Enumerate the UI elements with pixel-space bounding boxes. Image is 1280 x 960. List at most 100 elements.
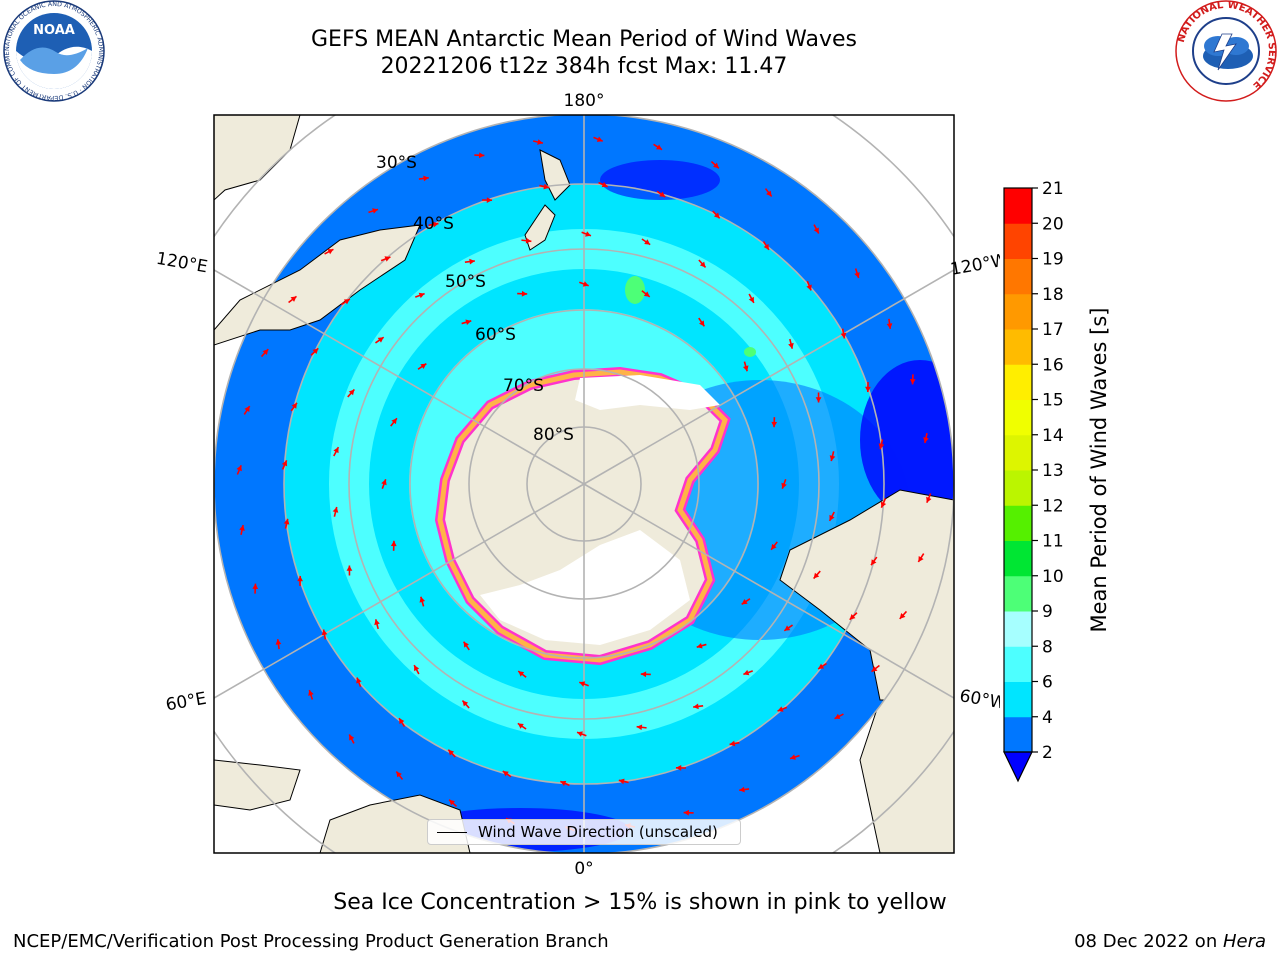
wind-wave-arrow-head <box>291 402 297 409</box>
colorbar-tick-label: 16 <box>1042 355 1064 375</box>
wind-wave-arrow-head <box>449 799 455 806</box>
wind-wave-arrow-head <box>396 771 402 778</box>
wind-wave-arrow-head <box>748 296 754 303</box>
wind-wave-arrow-head <box>577 731 583 737</box>
lat-label-70s: 70°S <box>503 376 544 396</box>
wind-wave-arrow-head <box>789 754 796 760</box>
legend-label: Wind Wave Direction (unscaled) <box>478 823 718 841</box>
wind-wave-arrow-head <box>349 734 355 741</box>
wind-wave-arrow-head <box>713 162 719 169</box>
wind-wave-arrow-head <box>423 175 429 182</box>
wind-wave-arrow-head <box>596 136 603 142</box>
colorbar-tick-label: 4 <box>1042 708 1053 728</box>
wind-wave-arrow-head <box>699 320 705 327</box>
wind-wave-arrow-head <box>262 349 269 355</box>
map-legend: Wind Wave Direction (unscaled) <box>427 819 741 845</box>
colorbar-tick-label: 13 <box>1042 461 1064 481</box>
wind-wave-arrow-head <box>333 447 339 454</box>
colorbar-tick-label: 15 <box>1042 391 1064 411</box>
wind-wave-arrow-head <box>659 191 666 197</box>
wind-wave-arrow-head <box>871 666 878 672</box>
colorbar-tick-label: 21 <box>1042 179 1064 199</box>
lat-label-30s: 30°S <box>376 153 417 173</box>
wind-wave-arrow-head <box>880 501 887 508</box>
colorbar-under-triangle <box>1003 751 1033 783</box>
wind-wave-arrow-head <box>640 671 647 678</box>
wind-wave-arrow-head <box>356 677 362 684</box>
wind-wave-arrow-head <box>699 261 706 268</box>
polar-map: 30°S 40°S 50°S 60°S 70°S 80°S 180° 0° 12… <box>155 91 1000 879</box>
wind-wave-arrow-head <box>414 665 420 672</box>
wind-wave-arrow-head <box>675 765 682 771</box>
lat-label-80s: 80°S <box>533 425 574 445</box>
wind-wave-arrow-head <box>741 599 748 605</box>
colorbar-tick-label: 14 <box>1042 426 1064 446</box>
wind-wave-arrow-head <box>918 555 924 562</box>
colorbar-tick-label: 2 <box>1042 743 1053 763</box>
wind-wave-arrow-head <box>713 212 720 219</box>
wind-wave-arrow-head <box>465 319 472 326</box>
wind-wave-arrow-head <box>582 281 589 287</box>
colorbar-bin <box>1004 716 1032 753</box>
wind-wave-arrow-head <box>275 639 282 645</box>
colorbar-tick-label: 12 <box>1042 496 1064 516</box>
noaa-logo-text: NOAA <box>33 23 75 38</box>
wind-wave-arrow-head <box>815 397 822 403</box>
wind-wave-arrow-head <box>543 183 550 190</box>
wind-wave-arrow-head <box>463 641 469 648</box>
wind-wave-arrow-head <box>585 231 591 237</box>
lat-label-40s: 40°S <box>413 214 454 234</box>
wind-wave-arrow-head <box>244 406 250 413</box>
wind-wave-arrow-head <box>834 713 841 719</box>
wind-wave-arrow-head <box>297 575 303 582</box>
wind-wave-arrow-head <box>252 583 259 590</box>
wind-wave-arrow-head <box>525 237 532 244</box>
wind-wave-arrow-head <box>784 625 791 631</box>
wind-wave-arrow-head <box>813 227 819 234</box>
wind-wave-arrow-head <box>236 465 242 472</box>
colorbar-tick-label: 6 <box>1042 673 1053 693</box>
wind-wave-arrow-head <box>283 518 290 525</box>
colorbar-label: Mean Period of Wind Waves [s] <box>1087 308 1111 633</box>
wind-wave-arrow-head <box>643 291 650 297</box>
wind-wave-arrow-head <box>829 455 836 462</box>
map-frame <box>213 114 955 854</box>
wind-wave-arrow-head <box>729 740 736 747</box>
wind-wave-arrow-head <box>312 348 319 355</box>
wind-wave-arrow-head <box>432 221 439 228</box>
wind-wave-arrow-head <box>871 559 877 566</box>
wind-wave-arrow-head <box>391 418 397 425</box>
colorbar-bin <box>1004 434 1032 471</box>
colorbar-tick-label: 9 <box>1042 602 1053 622</box>
colorbar-bin <box>1004 188 1032 224</box>
sea-ice-ross <box>575 375 720 410</box>
colorbar-bin <box>1004 223 1032 259</box>
colorbar-ticks: 2 4 6 8 9 10 11 12 13 14 15 16 17 18 19 20 21 <box>1032 179 1064 763</box>
wind-wave-arrow-head <box>343 299 350 305</box>
wind-wave-arrow-head <box>486 197 493 203</box>
lon-label-upper-left: 120°E <box>155 249 209 278</box>
wind-wave-arrow-head <box>518 671 525 677</box>
wind-wave-arrow-head <box>420 363 427 369</box>
wind-wave-arrow-head <box>683 809 690 816</box>
wind-wave-arrow-head <box>537 139 543 145</box>
wind-wave-arrow-head <box>739 786 745 793</box>
wind-wave-arrow-head <box>909 378 916 385</box>
wind-wave-arrow-head <box>923 437 929 443</box>
wind-wave-arrow-head <box>818 663 825 669</box>
colorbar-bin <box>1004 575 1032 612</box>
colorbar-bin <box>1004 681 1032 718</box>
wind-wave-arrow-head <box>560 780 567 787</box>
wind-wave-arrow-head <box>332 506 339 513</box>
wind-wave-arrow-head <box>878 443 885 450</box>
colorbar-tick-label: 19 <box>1042 250 1064 270</box>
wind-wave-arrow-head <box>290 296 297 302</box>
map-title-line1: GEFS MEAN Antarctic Mean Period of Wind … <box>311 27 857 52</box>
colorbar-tick-label: 8 <box>1042 637 1053 657</box>
wind-wave-arrow-head <box>693 703 699 710</box>
colorbar-bin <box>1004 399 1032 436</box>
wind-wave-arrow-head <box>327 249 334 255</box>
nws-logo: NATIONAL WEATHER SERVICE <box>1175 0 1277 102</box>
wind-wave-arrow-head <box>601 181 608 188</box>
colorbar: 2 4 6 8 9 10 11 12 13 14 15 16 17 18 19 20 21 Mean Perio… <box>1003 179 1111 783</box>
